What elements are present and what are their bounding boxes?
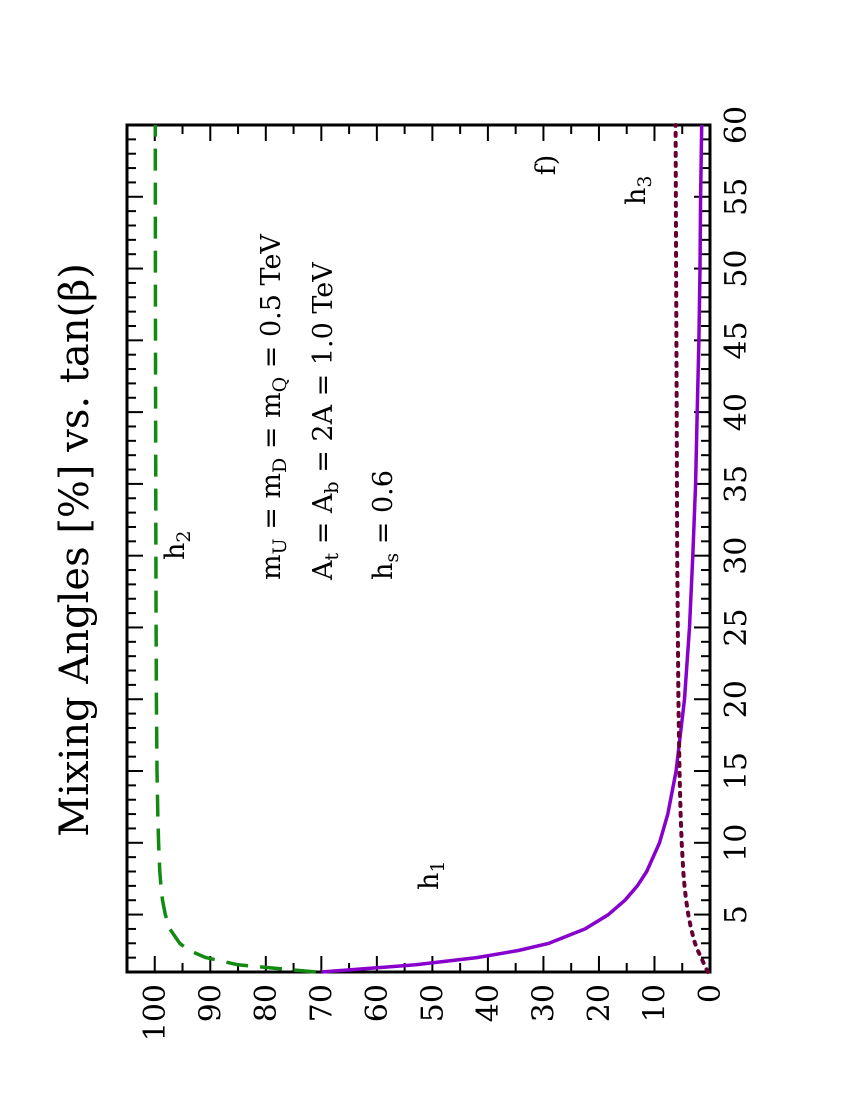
x-tick-label: 40 xyxy=(719,393,754,431)
y-tick-label: 20 xyxy=(582,984,617,1022)
plot-area: 5 10 15 20 25 30 35 40 45 50 55 60 0 10 20 30 40 50 60 70 80… xyxy=(125,106,754,1041)
x-tick-label: 10 xyxy=(719,824,754,862)
x-tick-label: 15 xyxy=(719,752,754,790)
x-tick-label: 60 xyxy=(719,106,754,144)
x-tick-label: 45 xyxy=(719,321,754,359)
series-label-h2: h2 xyxy=(160,531,195,560)
y-tick-label: 50 xyxy=(415,984,450,1022)
y-tick-label: 0 xyxy=(693,984,728,1003)
x-tick-label: 30 xyxy=(719,537,754,575)
x-tick-label: 50 xyxy=(719,249,754,287)
y-tick-label: 80 xyxy=(249,984,284,1022)
y-tick-label: 40 xyxy=(471,984,506,1022)
annotation-masses: mU = mD = mQ = 0.5 TeV xyxy=(256,234,291,580)
x-tick-label: 20 xyxy=(719,680,754,718)
x-tick-label: 35 xyxy=(719,465,754,503)
annotation-hs: hs = 0.6 xyxy=(368,470,403,580)
x-tick-label: 5 xyxy=(719,905,754,924)
chart-title: Mixing Angles [%] vs. tan(β) xyxy=(52,263,98,837)
x-tick-label: 25 xyxy=(719,608,754,646)
panel-label: f) xyxy=(531,155,562,176)
series-label-h3: h3 xyxy=(621,176,656,205)
y-tick-label: 30 xyxy=(526,984,561,1022)
y-tick-label: 70 xyxy=(304,984,339,1022)
series-line-h2 xyxy=(153,124,316,974)
plot-frame xyxy=(125,123,712,974)
series-line-h1 xyxy=(321,124,704,974)
series-label-h1: h1 xyxy=(414,861,449,890)
chart-frame: Mixing Angles [%] vs. tan(β) 5 10 15 20 25 30… xyxy=(52,106,754,1041)
x-tick-label: 55 xyxy=(719,178,754,216)
y-tick-label: 60 xyxy=(360,984,395,1022)
y-tick-label: 90 xyxy=(193,984,228,1022)
annotation-couplings: At = Ab = 2A = 1.0 TeV xyxy=(308,262,343,581)
y-tick-label: 100 xyxy=(138,984,173,1041)
series-line-h3 xyxy=(673,123,710,974)
y-tick-label: 10 xyxy=(637,984,672,1022)
